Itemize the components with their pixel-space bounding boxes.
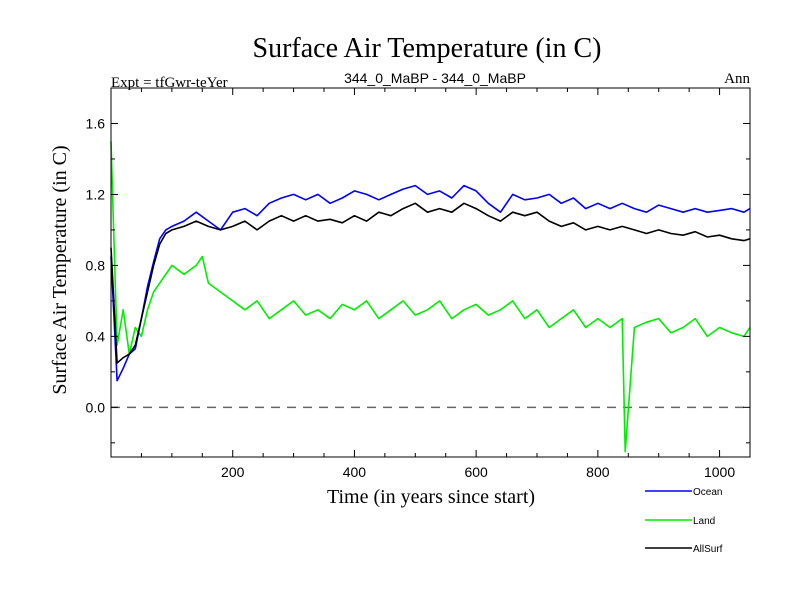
subtitle-experiment: Expt = tfGwr-teYer (111, 75, 228, 91)
y-tick-label: 0.8 (86, 257, 106, 273)
subtitle-comparison: 344_0_MaBP - 344_0_MaBP (344, 70, 526, 86)
y-tick-label: 0.0 (86, 399, 106, 415)
x-tick-label: 400 (343, 464, 367, 480)
x-tick-label: 1000 (704, 464, 735, 480)
plot-area: 200 400 600 800 1000 0.0 0.4 0.8 1.2 1.6 (86, 87, 751, 480)
y-axis-ticks: 0.0 0.4 0.8 1.2 1.6 (86, 87, 750, 444)
plot-frame (110, 87, 751, 458)
y-tick-label: 0.4 (86, 328, 106, 344)
series-line-ocean (110, 184, 751, 382)
subtitle-season: Ann (724, 71, 750, 87)
legend-label-ocean: Ocean (693, 487, 722, 498)
series-group (110, 141, 751, 453)
x-tick-label: 200 (221, 464, 245, 480)
y-tick-label: 1.2 (86, 186, 106, 202)
series-line-allsurf (110, 202, 751, 364)
y-axis-label: Surface Air Temperature (in C) (49, 145, 71, 394)
y-tick-label: 1.6 (86, 115, 106, 131)
legend-label-allsurf: AllSurf (693, 544, 723, 555)
legend: Ocean Land AllSurf (645, 487, 723, 555)
x-axis-ticks: 200 400 600 800 1000 (140, 88, 735, 480)
x-axis-label: Time (in years since start) (327, 486, 535, 508)
x-tick-label: 600 (464, 464, 488, 480)
chart-title: Surface Air Temperature (in C) (253, 33, 602, 64)
x-tick-label: 800 (586, 464, 610, 480)
legend-label-land: Land (693, 516, 715, 527)
series-line-land (110, 141, 751, 453)
